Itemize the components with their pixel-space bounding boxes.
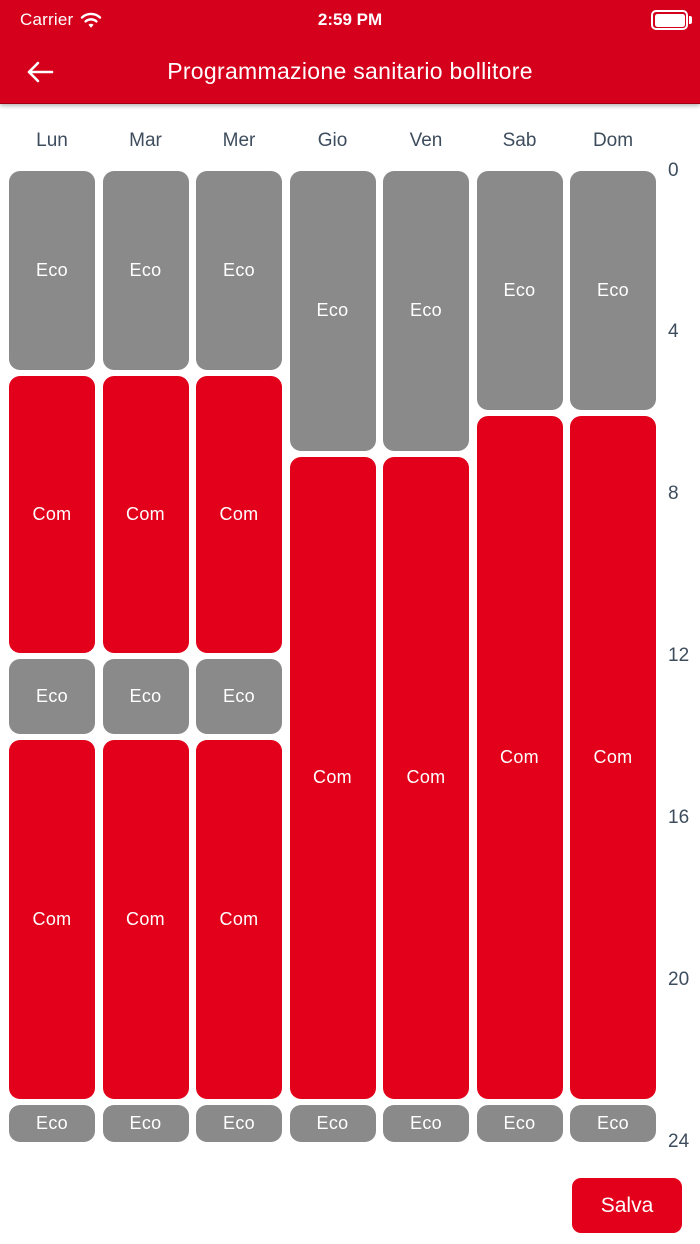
block-mar-eco-12h[interactable]: Eco xyxy=(102,659,189,735)
block-mode-label: Com xyxy=(32,504,72,525)
wifi-icon xyxy=(80,12,102,29)
block-mar-com-5h[interactable]: Com xyxy=(102,375,189,654)
block-mer-com-14h[interactable]: Com xyxy=(196,740,282,1099)
block-mode-label: Eco xyxy=(36,686,68,707)
block-mode-label: Eco xyxy=(597,279,629,300)
block-ven-eco-0h[interactable]: Eco xyxy=(383,170,469,451)
hour-tick-12: 12 xyxy=(668,645,690,667)
day-label-ven: Ven xyxy=(409,130,443,151)
block-dom-eco-23h[interactable]: Eco xyxy=(570,1104,656,1142)
arrow-left-icon xyxy=(25,59,55,85)
block-mode-label: Com xyxy=(126,908,165,929)
day-label-mar: Mar xyxy=(129,130,162,151)
block-gio-eco-23h[interactable]: Eco xyxy=(289,1104,376,1142)
block-mer-com-5h[interactable]: Com xyxy=(196,375,282,654)
block-ven-com-7h[interactable]: Com xyxy=(383,456,469,1099)
app-header: Carrier 2:59 PM Programmazione xyxy=(0,0,700,104)
block-mode-label: Com xyxy=(219,504,259,525)
block-mode-label: Com xyxy=(126,504,165,525)
block-mode-label: Eco xyxy=(597,1112,629,1133)
block-mode-label: Eco xyxy=(223,686,255,707)
block-lun-com-5h[interactable]: Com xyxy=(9,375,95,654)
block-lun-eco-0h[interactable]: Eco xyxy=(9,170,95,370)
battery-icon xyxy=(651,10,692,30)
save-button[interactable]: Salva xyxy=(572,1178,682,1233)
back-button[interactable] xyxy=(22,54,58,90)
block-lun-eco-23h[interactable]: Eco xyxy=(9,1104,95,1142)
hour-tick-0: 0 xyxy=(668,159,679,181)
block-mode-label: Eco xyxy=(223,259,255,280)
block-mar-eco-0h[interactable]: Eco xyxy=(102,170,189,370)
hour-tick-20: 20 xyxy=(668,969,690,991)
block-dom-com-6h[interactable]: Com xyxy=(570,416,656,1099)
block-lun-eco-12h[interactable]: Eco xyxy=(9,659,95,735)
block-sab-eco-0h[interactable]: Eco xyxy=(476,170,563,411)
block-dom-eco-0h[interactable]: Eco xyxy=(570,170,656,411)
block-mode-label: Eco xyxy=(316,300,349,321)
block-mar-com-14h[interactable]: Com xyxy=(102,740,189,1099)
block-mode-label: Eco xyxy=(503,279,536,300)
block-mode-label: Eco xyxy=(223,1112,255,1133)
nav-bar: Programmazione sanitario bollitore xyxy=(0,40,700,103)
block-mode-label: Eco xyxy=(129,259,162,280)
day-label-mer: Mer xyxy=(222,130,256,151)
block-ven-eco-23h[interactable]: Eco xyxy=(383,1104,469,1142)
block-mode-label: Eco xyxy=(36,1112,68,1133)
block-mode-label: Eco xyxy=(129,686,162,707)
block-mode-label: Eco xyxy=(410,300,442,321)
block-mode-label: Com xyxy=(593,746,633,767)
day-label-lun: Lun xyxy=(36,130,68,151)
block-mode-label: Com xyxy=(406,767,446,788)
block-mer-eco-23h[interactable]: Eco xyxy=(196,1104,282,1142)
status-time: 2:59 PM xyxy=(317,10,383,29)
status-bar: Carrier 2:59 PM xyxy=(0,0,700,40)
hour-tick-8: 8 xyxy=(668,483,679,505)
day-label-gio: Gio xyxy=(317,130,348,151)
block-gio-eco-0h[interactable]: Eco xyxy=(289,170,376,451)
block-lun-com-14h[interactable]: Com xyxy=(9,740,95,1099)
hour-tick-16: 16 xyxy=(668,807,690,829)
block-mode-label: Eco xyxy=(36,259,68,280)
block-mode-label: Com xyxy=(219,908,259,929)
day-label-dom: Dom xyxy=(592,130,634,151)
carrier-label: Carrier xyxy=(20,10,74,29)
hour-tick-24: 24 xyxy=(668,1131,690,1153)
block-mer-eco-12h[interactable]: Eco xyxy=(196,659,282,735)
block-mode-label: Eco xyxy=(503,1112,536,1133)
page-title: Programmazione sanitario bollitore xyxy=(167,58,533,84)
block-mode-label: Com xyxy=(32,908,72,929)
status-right xyxy=(651,0,692,40)
day-label-sab: Sab xyxy=(502,130,537,151)
block-mode-label: Com xyxy=(313,767,352,788)
status-left: Carrier xyxy=(20,0,102,40)
block-mode-label: Eco xyxy=(129,1112,162,1133)
block-mode-label: Eco xyxy=(410,1112,442,1133)
block-mar-eco-23h[interactable]: Eco xyxy=(102,1104,189,1142)
block-sab-com-6h[interactable]: Com xyxy=(476,416,563,1099)
block-mode-label: Com xyxy=(500,746,539,767)
block-gio-com-7h[interactable]: Com xyxy=(289,456,376,1099)
block-mode-label: Eco xyxy=(316,1112,349,1133)
block-mer-eco-0h[interactable]: Eco xyxy=(196,170,282,370)
block-sab-eco-23h[interactable]: Eco xyxy=(476,1104,563,1142)
hour-tick-4: 4 xyxy=(668,321,679,343)
